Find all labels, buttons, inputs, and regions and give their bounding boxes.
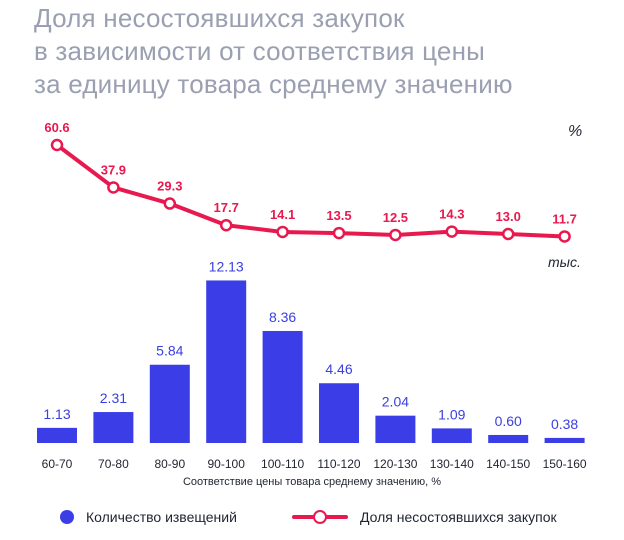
bar-140-150 (488, 434, 529, 443)
line-value-label: 17.7 (214, 200, 239, 215)
x-tick-label: 150-160 (543, 457, 587, 471)
x-tick-label: 60-70 (42, 457, 73, 471)
bar-unit-label: тыс. (548, 254, 581, 270)
bar-marker-icon (60, 510, 74, 524)
line-value-label: 60.6 (44, 120, 69, 135)
title-line-1: Доля несостоявшихся закупок (34, 3, 405, 33)
bar-value-label: 12.13 (209, 258, 244, 274)
combo-chart: % тыс. 1.13 2.31 5.84 12.13 8.36 4.46 2.04 1.09… (37, 120, 587, 488)
line-point-120-130 (389, 228, 402, 242)
bar-value-label: 1.09 (438, 406, 465, 422)
bar-value-label: 0.38 (551, 416, 578, 432)
bar-150-160 (544, 437, 585, 443)
bar-value-label: 0.60 (495, 413, 522, 429)
title-line-2: в зависимости от соответствия цены (34, 36, 486, 66)
line-point-100-110 (276, 225, 289, 239)
bar-series: 1.13 2.31 5.84 12.13 8.36 4.46 2.04 1.09 0.60 0.3… (37, 258, 585, 443)
bar-110-120 (319, 383, 359, 443)
bar-120-130 (375, 415, 416, 443)
bar-90-100 (206, 280, 247, 443)
line-series: 60.6 37.9 29.3 17.7 14.1 13.5 12.5 14.3 13.0 11.7 (44, 120, 577, 243)
bar-value-label: 1.13 (43, 406, 70, 422)
line-value-label: 37.9 (101, 162, 126, 177)
legend: Количество извещений Доля несостоявшихся… (0, 509, 624, 533)
legend-item-line: Доля несостоявшихся закупок (292, 509, 557, 525)
chart-title: Доля несостоявшихся закупок в зависимост… (34, 2, 614, 101)
x-tick-label: 80-90 (154, 457, 185, 471)
bar-value-label: 8.36 (269, 309, 296, 325)
bar-130-140 (431, 428, 472, 443)
bar-value-label: 5.84 (156, 343, 183, 359)
line-point-70-80 (107, 181, 120, 194)
bar-100-110 (262, 330, 303, 443)
x-tick-label: 130-140 (430, 457, 474, 471)
line-value-label: 12.5 (383, 210, 408, 225)
line-point-140-150 (501, 227, 515, 241)
line-value-label: 29.3 (157, 179, 182, 194)
bar-value-label: 4.46 (325, 361, 352, 377)
line-marker-icon (292, 510, 348, 524)
legend-bars-label: Количество извещений (86, 509, 237, 525)
x-axis-ticks: 60-70 70-80 80-90 90-100 100-110 110-120 120-1… (42, 457, 587, 471)
bar-70-80 (93, 412, 134, 443)
line-point-130-140 (445, 225, 459, 238)
line-point-110-120 (332, 226, 346, 240)
x-tick-label: 70-80 (98, 457, 129, 471)
x-tick-label: 100-110 (261, 457, 304, 471)
bar-value-label: 2.04 (382, 394, 409, 410)
x-tick-label: 110-120 (317, 457, 360, 471)
line-point-150-160 (558, 230, 571, 243)
line-point-80-90 (163, 197, 177, 210)
line-value-label: 11.7 (552, 211, 577, 226)
line-path (55, 143, 567, 239)
legend-line-label: Доля несостоявшихся закупок (360, 509, 557, 525)
line-value-label: 14.1 (270, 207, 295, 222)
line-value-label: 13.0 (496, 209, 521, 224)
bar-80-90 (149, 364, 190, 443)
line-value-label: 14.3 (439, 207, 464, 222)
x-axis-label: Соответствие цены товара среднему значен… (183, 476, 441, 488)
bar-60-70 (37, 427, 77, 443)
bar-value-label: 2.31 (100, 390, 127, 406)
legend-item-bars: Количество извещений (60, 509, 237, 525)
x-tick-label: 140-150 (486, 457, 530, 471)
title-line-3: за единицу товара среднему значению (34, 69, 513, 99)
x-tick-label: 120-130 (373, 457, 417, 471)
line-unit-label: % (568, 123, 582, 140)
line-point-60-70 (50, 138, 64, 152)
line-point-90-100 (219, 218, 233, 232)
x-tick-label: 90-100 (208, 457, 246, 471)
line-value-label: 13.5 (326, 208, 351, 223)
